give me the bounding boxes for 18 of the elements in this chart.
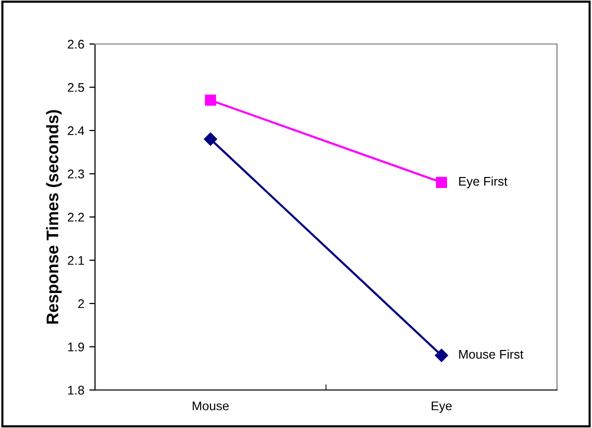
series-label: Eye First (459, 176, 508, 188)
point (436, 176, 448, 188)
y-tick-label: 2.2 (68, 212, 84, 222)
y-tick-label: 2.1 (68, 256, 84, 265)
x-tick-label: Mouse (192, 402, 229, 410)
y-tick-label: 2 (78, 299, 84, 308)
y-tick-label: 1.8 (68, 386, 84, 395)
point (204, 132, 218, 146)
y-tick-label: 2.3 (68, 170, 84, 178)
y-tick-label: 2.5 (68, 83, 84, 92)
point (204, 94, 216, 106)
point (434, 348, 448, 362)
y-axis-title: Response Times (seconds) (46, 110, 62, 324)
y-tick-label: 1.9 (68, 342, 84, 352)
x-tick-label: Eye (432, 402, 452, 413)
y-tick-label: 2.4 (68, 126, 84, 136)
y-tick-label: 2.6 (68, 40, 84, 49)
series-label: Mouse First (459, 350, 524, 359)
